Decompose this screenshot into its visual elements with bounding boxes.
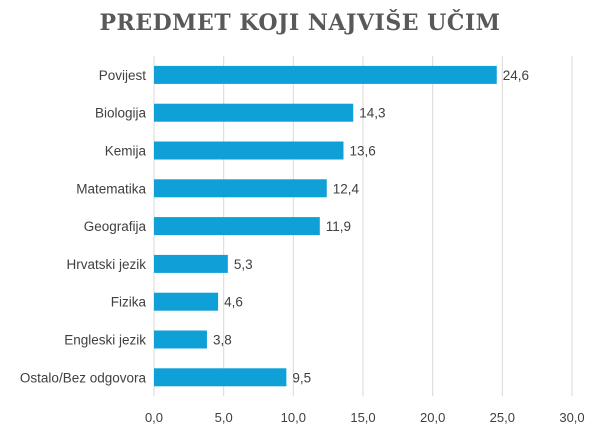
x-tick-label: 10,0 <box>281 410 306 425</box>
bar <box>154 179 327 198</box>
bar <box>154 141 344 160</box>
x-tick-label: 25,0 <box>490 410 515 425</box>
x-tick-label: 5,0 <box>215 410 233 425</box>
x-tick-label: 0,0 <box>145 410 163 425</box>
data-label: 9,5 <box>292 370 311 385</box>
data-label: 13,6 <box>349 144 375 159</box>
category-label: Ostalo/Bez odgovora <box>20 370 147 385</box>
data-label: 12,4 <box>333 181 360 196</box>
x-tick-label: 20,0 <box>420 410 445 425</box>
data-label: 3,8 <box>213 333 232 348</box>
category-label: Hrvatski jezik <box>66 257 146 272</box>
data-label: 5,3 <box>234 257 253 272</box>
category-label: Fizika <box>111 295 147 310</box>
x-tick-label: 15,0 <box>350 410 375 425</box>
category-label: Biologija <box>95 106 147 121</box>
data-label: 11,9 <box>326 219 351 234</box>
bar <box>154 217 320 236</box>
category-label: Kemija <box>105 144 147 159</box>
bar <box>154 65 497 84</box>
category-label: Geografija <box>84 219 147 234</box>
bar <box>154 254 228 273</box>
category-label: Matematika <box>76 181 146 196</box>
bar <box>154 330 207 349</box>
category-label: Engleski jezik <box>64 333 146 348</box>
data-label: 4,6 <box>224 295 243 310</box>
bar <box>154 292 219 311</box>
bar <box>154 103 354 122</box>
data-label: 24,6 <box>503 68 529 83</box>
chart-title: PREDMET KOJI NAJVIŠE UČIM <box>99 10 501 36</box>
bar <box>154 368 287 387</box>
category-label: Povijest <box>99 68 147 83</box>
data-label: 14,3 <box>359 106 385 121</box>
x-tick-label: 30,0 <box>559 410 584 425</box>
